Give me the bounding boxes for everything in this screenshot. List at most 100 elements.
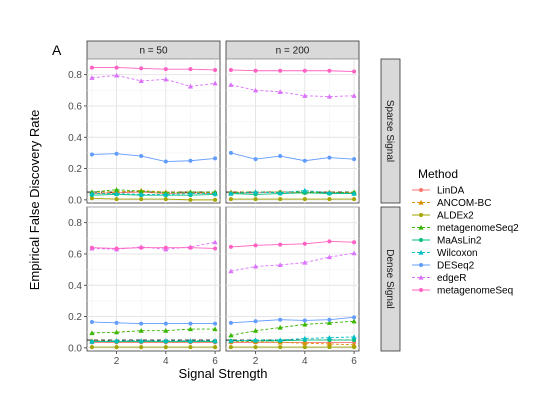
data-point	[352, 157, 357, 162]
data-point	[253, 197, 258, 202]
data-point	[253, 68, 258, 73]
series-line	[230, 152, 355, 162]
data-point	[89, 339, 95, 344]
data-point	[213, 67, 218, 72]
data-point	[228, 82, 234, 87]
data-point	[138, 328, 144, 333]
series-line	[230, 240, 355, 248]
data-point	[352, 197, 357, 202]
x-tick-label: 4	[302, 356, 308, 367]
data-point	[113, 187, 120, 192]
data-point	[89, 320, 94, 325]
data-point	[351, 191, 357, 196]
row-strip	[380, 58, 401, 204]
data-point	[89, 152, 94, 157]
data-point	[228, 67, 233, 72]
data-point	[351, 318, 357, 324]
x-tick-label: 6	[351, 356, 357, 367]
data-point	[351, 250, 357, 256]
data-point	[302, 93, 308, 98]
data-point	[139, 245, 144, 250]
y-tick-label: 0.6	[68, 101, 82, 112]
data-point	[252, 263, 259, 269]
x-tick-label: 6	[212, 356, 218, 367]
data-point	[188, 158, 193, 163]
data-point	[277, 89, 283, 94]
legend-label: ANCOM-BC	[437, 198, 491, 209]
series-line	[91, 193, 216, 196]
panel-background	[225, 58, 360, 204]
data-point	[277, 262, 283, 267]
data-point	[89, 191, 95, 196]
data-point	[212, 326, 218, 332]
column-strip-label: n = 50	[139, 46, 168, 57]
data-point	[213, 321, 218, 326]
facet-panel: 2 4 6	[225, 206, 360, 367]
data-point	[113, 338, 120, 343]
data-point	[253, 243, 258, 248]
legend-label: ALDEx2	[437, 211, 474, 222]
legend-title: Method	[418, 167, 458, 181]
legend-key-marker	[419, 213, 423, 217]
data-point	[351, 334, 357, 339]
data-point	[326, 93, 333, 99]
data-point	[163, 191, 169, 197]
data-point	[302, 335, 308, 341]
data-point	[302, 197, 307, 202]
data-point	[302, 318, 307, 323]
data-point	[188, 67, 193, 72]
series-line	[230, 190, 355, 195]
panel-background	[225, 206, 360, 352]
y-tick-label: 0.2	[68, 312, 82, 323]
legend-key-marker	[419, 238, 423, 242]
data-point	[188, 197, 193, 202]
data-point	[89, 196, 94, 201]
x-tick-label: 2	[253, 356, 259, 367]
data-point	[302, 259, 308, 265]
data-point	[228, 268, 234, 274]
row-strip-label: Sparse Signal	[384, 100, 395, 162]
data-point	[138, 78, 144, 83]
series-line	[91, 247, 216, 249]
data-point	[139, 154, 144, 159]
data-point	[163, 67, 168, 72]
data-point	[352, 345, 357, 350]
data-point	[212, 239, 218, 245]
legend-key-marker	[418, 199, 424, 205]
y-tick-label: 0.2	[68, 164, 82, 175]
data-point	[327, 155, 332, 160]
data-point	[139, 321, 144, 326]
series-line	[91, 74, 216, 87]
data-point	[163, 76, 169, 82]
data-point	[163, 345, 168, 350]
data-point	[302, 241, 307, 246]
data-point	[278, 197, 283, 202]
data-point	[326, 190, 333, 195]
series-line	[230, 341, 355, 346]
legend-key-marker	[419, 288, 423, 292]
data-point	[212, 191, 218, 196]
data-point	[139, 197, 144, 202]
series-line	[91, 193, 216, 195]
legend-label: metagenomeSeq2	[437, 223, 519, 234]
series-line	[230, 320, 355, 336]
data-point	[114, 246, 119, 251]
data-point	[188, 345, 193, 350]
data-point	[114, 320, 119, 325]
series-line	[91, 321, 216, 325]
series-line	[91, 189, 216, 194]
legend-label: Wilcoxon	[437, 248, 478, 259]
data-point	[352, 69, 357, 74]
data-point	[139, 345, 144, 350]
data-point	[326, 320, 333, 325]
series-line	[230, 339, 355, 342]
data-point	[163, 245, 168, 250]
data-point	[302, 68, 307, 73]
facet-panel	[225, 58, 360, 204]
y-tick-label: 0.0	[68, 343, 82, 354]
data-point	[138, 338, 144, 343]
data-point	[252, 337, 259, 343]
y-tick-label: 0.4	[68, 133, 82, 144]
x-tick-label: 2	[114, 356, 120, 367]
